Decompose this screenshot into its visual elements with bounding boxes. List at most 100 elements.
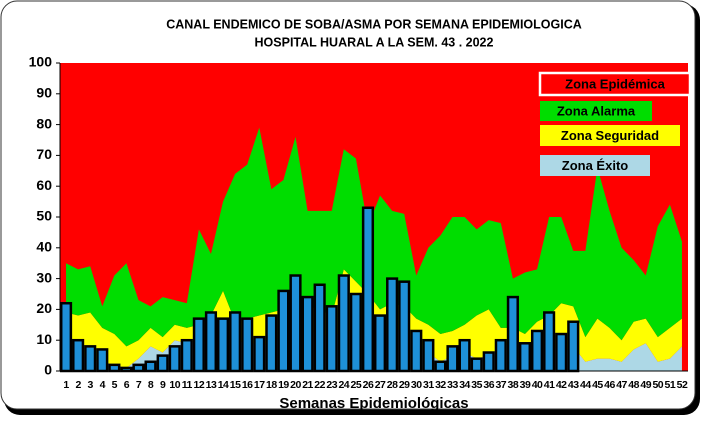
bar [96,348,109,373]
bar [422,338,435,373]
y-tick-label: 100 [29,54,53,70]
x-tick-label: 38 [508,379,519,391]
bar [180,338,193,373]
x-tick-label: 29 [399,379,410,391]
x-tick-label: 6 [124,379,130,391]
x-tick-label: 34 [459,379,470,391]
y-tick-label: 70 [36,146,52,162]
x-tick-label: 27 [375,379,386,391]
x-tick-label: 20 [290,379,301,391]
bar [337,274,350,373]
bar [325,305,338,373]
bar [265,314,278,373]
x-tick-label: 11 [182,379,193,391]
bar [567,320,580,373]
y-tick-label: 30 [36,269,52,285]
chart-subtitle: HOSPITAL HUARAL A LA SEM. 43 . 2022 [255,35,494,49]
bar [132,363,145,373]
bar [313,283,326,373]
bar [482,351,495,373]
x-tick-label: 40 [532,379,543,391]
bar [361,206,375,373]
x-tick-label: 18 [266,379,277,391]
legend-swatch [540,155,650,176]
bar [289,274,302,373]
x-tick-label: 16 [242,379,253,391]
x-tick-label: 9 [160,379,166,391]
x-tick-label: 4 [100,379,106,391]
bar [229,311,242,373]
bar [108,363,121,373]
x-tick-label: 45 [592,379,603,391]
x-tick-label: 42 [556,379,567,391]
x-tick-label: 37 [495,379,506,391]
bar [277,289,290,373]
x-tick-label: 8 [148,379,154,391]
x-tick-label: 15 [230,379,241,391]
bar [204,311,218,373]
bar [373,314,387,373]
bar [434,360,447,373]
x-tick-label: 43 [568,379,579,391]
legend-label: Zona Alarma [557,103,636,118]
x-tick-label: 28 [387,379,398,391]
x-tick-label: 22 [314,379,325,391]
x-tick-label: 46 [604,379,615,391]
x-tick-label: 35 [471,379,482,391]
x-tick-label: 2 [75,379,81,391]
y-tick-label: 80 [36,115,52,131]
x-tick-label: 5 [112,379,118,391]
bar [192,317,205,373]
chart-title: CANAL ENDEMICO DE SOBA/ASMA POR SEMANA E… [166,17,582,31]
y-tick-label: 20 [36,300,52,316]
bar [518,342,532,373]
bar [144,360,157,373]
bar [241,317,254,373]
x-tick-label: 39 [520,379,531,391]
x-tick-label: 30 [411,379,422,391]
bar [72,338,85,373]
x-tick-label: 1 [63,379,69,391]
x-tick-label: 23 [326,379,337,391]
x-tick-label: 3 [88,379,94,391]
y-tick-label: 10 [36,331,52,347]
bar [506,295,519,373]
x-tick-label: 36 [483,379,494,391]
bar [59,301,73,373]
x-tick-label: 25 [351,379,362,391]
legend-swatch [540,125,680,146]
x-tick-label: 48 [628,379,639,391]
bar [410,329,423,373]
x-tick-label: 32 [435,379,446,391]
x-tick-label: 14 [218,379,229,391]
y-tick-label: 60 [36,177,52,193]
bar [386,277,399,373]
x-tick-label: 21 [302,379,313,391]
bar [530,329,544,373]
x-axis-title: Semanas Epidemiológicas [279,395,468,412]
bar [543,311,556,373]
y-tick-label: 40 [36,239,52,255]
x-tick-label: 33 [447,379,458,391]
x-tick-label: 31 [423,379,434,391]
y-tick-label: 90 [36,85,52,101]
y-tick-label: 50 [36,208,52,224]
bar [349,292,362,373]
x-tick-label: 19 [278,379,289,391]
bar [458,338,471,373]
x-tick-label: 26 [363,379,374,391]
x-tick-label: 44 [580,379,591,391]
bar [494,338,507,373]
legend-label: Zona Epidémica [565,76,665,91]
bar [253,335,266,373]
bar [156,354,169,373]
x-tick-label: 10 [169,379,180,391]
x-tick-label: 17 [254,379,265,391]
x-tick-label: 13 [206,379,217,391]
x-tick-label: 50 [652,379,663,391]
x-tick-label: 47 [616,379,627,391]
bar [301,295,314,373]
x-tick-label: 24 [338,379,349,391]
